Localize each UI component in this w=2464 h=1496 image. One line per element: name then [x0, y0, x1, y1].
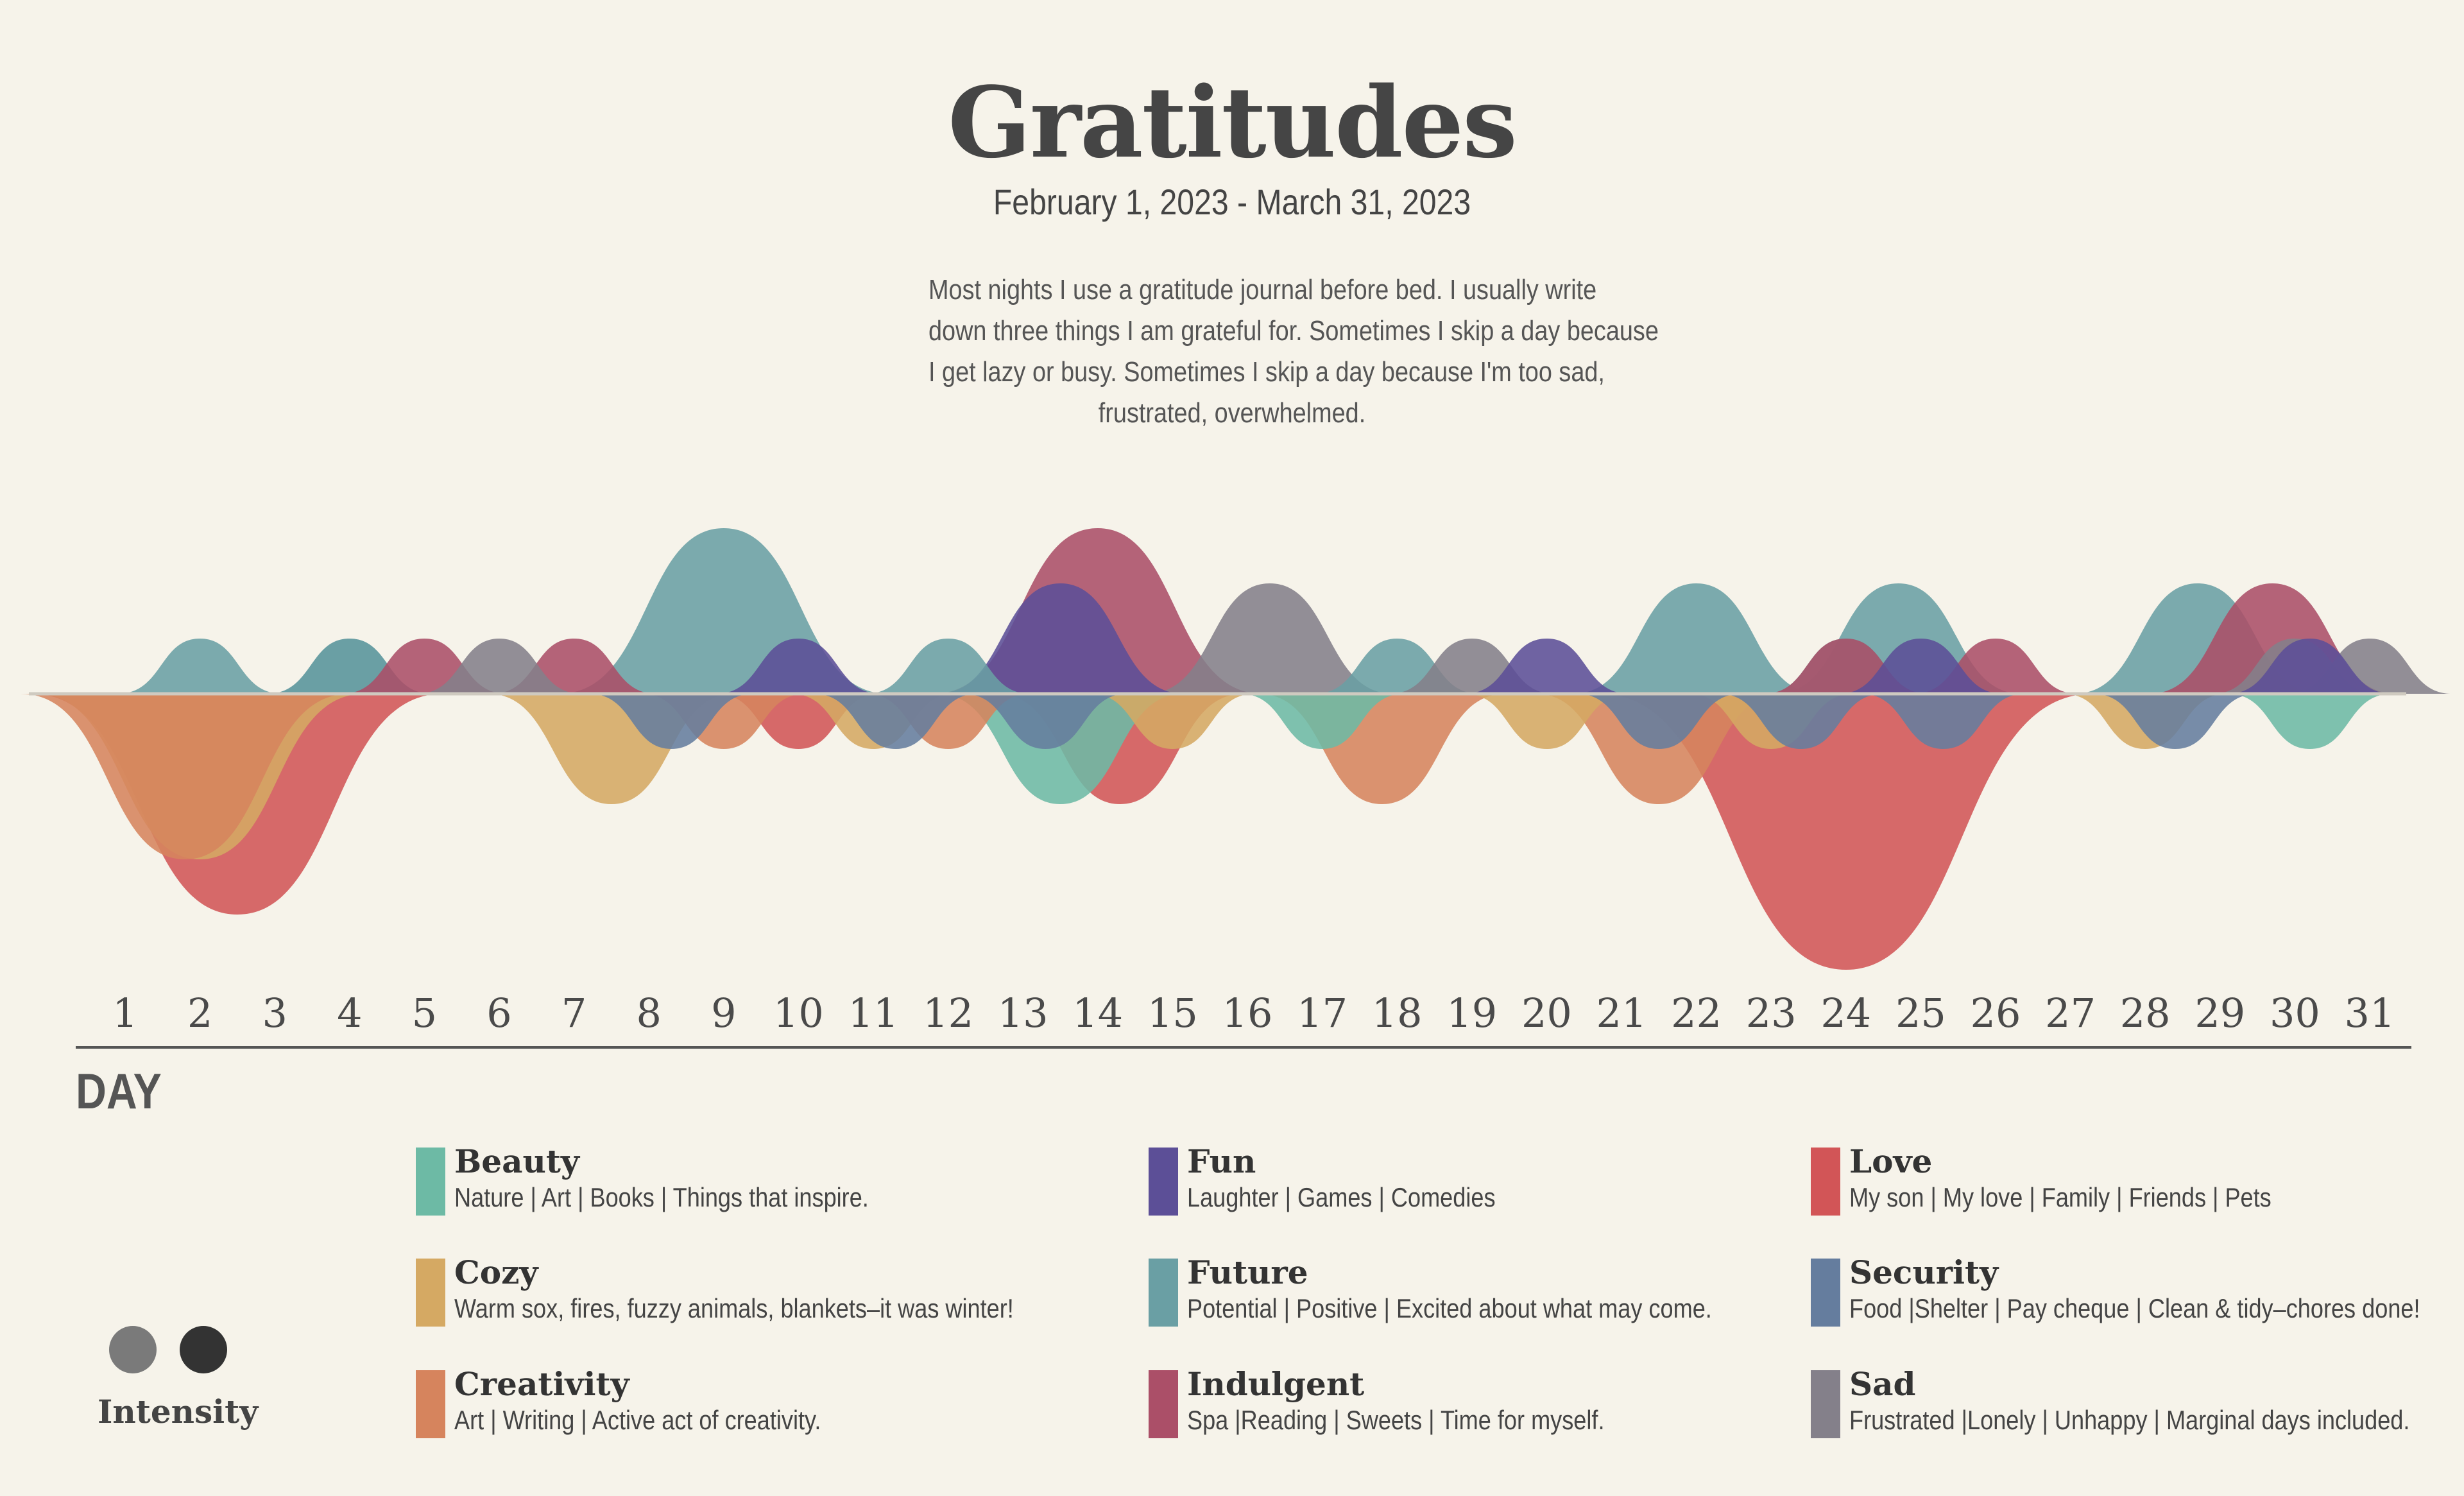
x-tick-label: 19: [1446, 990, 1497, 1036]
area-peak-future: [1573, 583, 1820, 694]
x-axis-title: DAY: [76, 1063, 162, 1119]
legend-name: Creativity: [454, 1365, 629, 1403]
x-tick-label: 15: [1147, 990, 1198, 1036]
intro-line: frustrated, overwhelmed.: [1098, 397, 1366, 429]
legend-desc: Potential | Positive | Excited about wha…: [1187, 1293, 1712, 1323]
x-tick-label: 26: [1971, 990, 2021, 1036]
x-tick-labels: 1 2 3 4 5 6 7 8 9 10 11 12 13 14 15 16 17 18 19 20 21 22 23 24 2…: [112, 990, 2395, 1036]
x-tick-label: 8: [636, 990, 661, 1036]
x-tick-label: 18: [1372, 990, 1423, 1036]
x-tick-label: 22: [1671, 990, 1722, 1036]
x-tick-label: 12: [923, 990, 973, 1036]
x-tick-label: 20: [1521, 990, 1572, 1036]
area-peak-sad: [416, 639, 582, 694]
x-tick-label: 29: [2194, 990, 2245, 1036]
streamgraph-chart: 1 2 3 4 5 6 7 8 9 10 11 12 13 14 15 16 17 18 19 20 21 22 23 24 2…: [20, 528, 2452, 1049]
legend-swatch: [1811, 1148, 1840, 1216]
legend-name: Beauty: [454, 1142, 579, 1180]
legend-swatch: [1811, 1259, 1840, 1327]
x-tick-label: 1: [112, 990, 137, 1036]
legend-name: Sad: [1849, 1365, 1916, 1403]
area-peak-security: [2092, 694, 2258, 749]
x-tick-label: 16: [1222, 990, 1273, 1036]
area-peak-creativity: [20, 694, 350, 859]
x-tick-label: 25: [1895, 990, 1946, 1036]
area-peak-creativity: [1535, 694, 1783, 804]
x-tick-label: 17: [1297, 990, 1348, 1036]
area-peak-fun: [1464, 639, 1629, 694]
legend-name: Future: [1187, 1253, 1308, 1291]
x-tick-label: 11: [848, 990, 899, 1036]
x-tick-label: 14: [1072, 990, 1123, 1036]
area-peak-security: [588, 694, 754, 749]
area-peak-security: [1861, 694, 2026, 749]
legend-name: Love: [1849, 1142, 1933, 1180]
x-tick-label: 2: [187, 990, 212, 1036]
legend-swatch: [416, 1370, 445, 1438]
legend-name: Indulgent: [1187, 1365, 1365, 1403]
area-peak-fun: [2227, 639, 2392, 694]
area-peak-beauty: [937, 694, 1184, 804]
legend-swatch: [1149, 1148, 1178, 1216]
legend-name: Security: [1849, 1253, 1999, 1291]
legend-desc: Spa |Reading | Sweets | Time for myself.: [1187, 1405, 1605, 1435]
legend-desc: Frustrated |Lonely | Unhappy | Marginal …: [1849, 1405, 2410, 1435]
x-tick-label: 31: [2345, 990, 2395, 1036]
x-tick-label: 28: [2120, 990, 2171, 1036]
chart-title: Gratitudes: [948, 65, 1518, 180]
legend-desc: Art | Writing | Active act of creativity…: [454, 1405, 821, 1435]
x-tick-label: 13: [998, 990, 1048, 1036]
chart-areas: [20, 528, 2452, 970]
x-tick-label: 24: [1820, 990, 1871, 1036]
intro-line: Most nights I use a gratitude journal be…: [928, 274, 1597, 305]
x-tick-label: 3: [262, 990, 287, 1036]
x-tick-label: 27: [2045, 990, 2096, 1036]
legend-desc: Warm sox, fires, fuzzy animals, blankets…: [454, 1293, 1014, 1323]
area-peak-beauty: [2227, 694, 2392, 749]
area-peak-security: [963, 694, 1128, 749]
intensity-label: Intensity: [98, 1393, 259, 1431]
date-range-subtitle: February 1, 2023 - March 31, 2023: [993, 182, 1471, 222]
area-peak-security: [813, 694, 979, 749]
x-tick-label: 9: [711, 990, 736, 1036]
intensity-dark-dot: [180, 1326, 227, 1373]
area-peak-security: [1577, 694, 1741, 749]
area-peak-love: [1599, 694, 2093, 970]
area-peak-future: [866, 639, 1031, 694]
x-tick-label: 10: [773, 990, 824, 1036]
x-tick-label: 4: [337, 990, 362, 1036]
legend-desc: My son | My love | Family | Friends | Pe…: [1849, 1182, 2272, 1212]
area-peak-future: [117, 639, 282, 694]
x-tick-label: 30: [2270, 990, 2320, 1036]
legend-swatch: [1811, 1370, 1840, 1438]
x-tick-label: 6: [486, 990, 511, 1036]
area-peak-beauty: [1240, 694, 1405, 749]
area-peak-fun: [937, 583, 1184, 694]
x-tick-label: 7: [561, 990, 586, 1036]
area-peak-security: [1718, 694, 1884, 749]
x-tick-label: 23: [1746, 990, 1797, 1036]
area-peak-fun: [1838, 639, 2003, 694]
legend-swatch: [1149, 1259, 1178, 1327]
legend-name: Cozy: [454, 1253, 538, 1291]
x-tick-label: 5: [412, 990, 437, 1036]
area-peak-fun: [716, 639, 881, 694]
area-peak-cozy: [1090, 694, 1255, 749]
legend-swatch: [416, 1259, 445, 1327]
legend-name: Fun: [1187, 1142, 1256, 1180]
legend-desc: Laughter | Games | Comedies: [1187, 1182, 1496, 1212]
area-peak-cozy: [1464, 694, 1629, 749]
intro-line: I get lazy or busy. Sometimes I skip a d…: [928, 356, 1605, 388]
area-peak-sad: [1146, 583, 1394, 694]
intensity-light-dot: [109, 1326, 157, 1373]
legend-swatch: [416, 1148, 445, 1216]
legend-desc: Food |Shelter | Pay cheque | Clean & tid…: [1849, 1293, 2420, 1323]
legend-desc: Nature | Art | Books | Things that inspi…: [454, 1182, 869, 1212]
x-tick-label: 21: [1596, 990, 1647, 1036]
legend-swatch: [1149, 1370, 1178, 1438]
